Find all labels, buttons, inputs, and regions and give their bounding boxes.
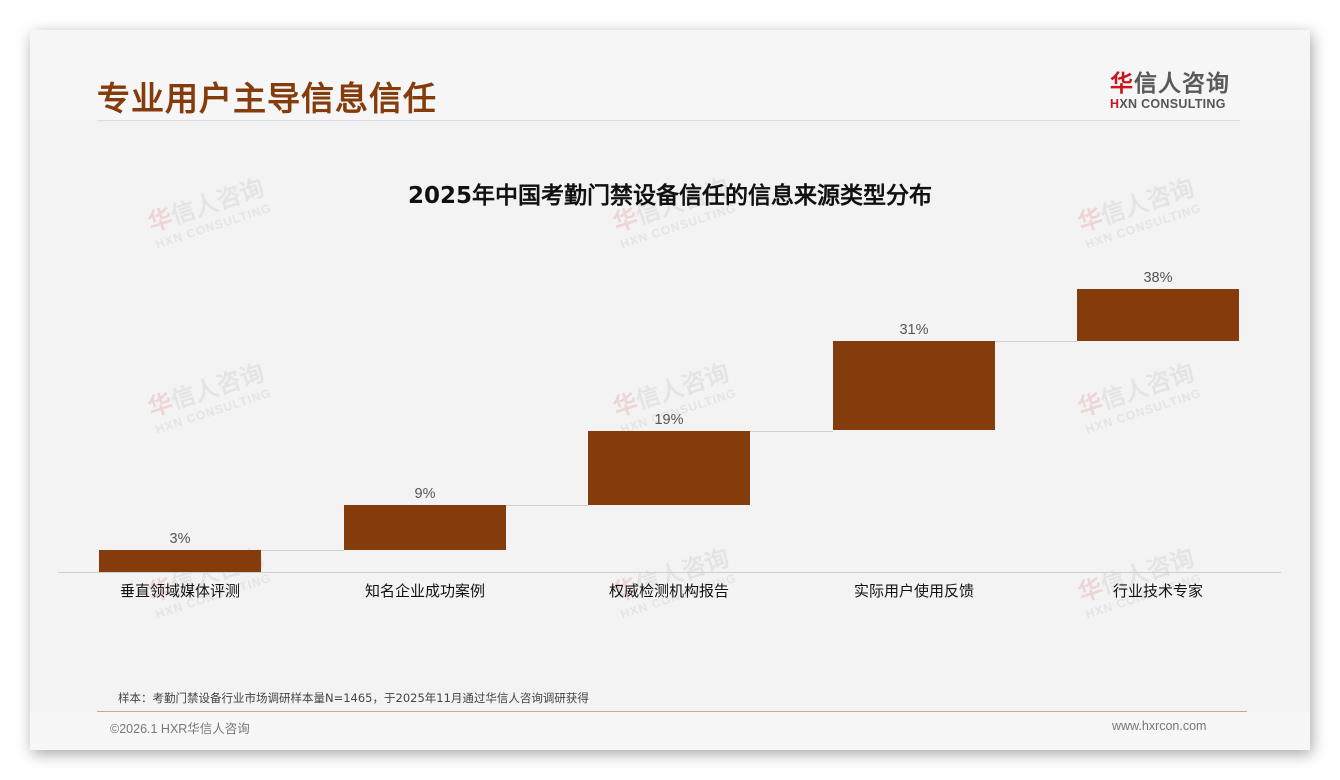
- bar-4: [833, 341, 995, 431]
- page-title: 专业用户主导信息信任: [97, 79, 437, 118]
- header-divider: [97, 120, 1240, 121]
- logo-cn: 华信人咨询: [1110, 64, 1240, 98]
- connector-line: [261, 549, 344, 551]
- connector-line: [750, 430, 833, 432]
- website-link[interactable]: www.hxrcon.com: [1112, 719, 1207, 733]
- connector-line: [995, 341, 1077, 343]
- footer-divider: [97, 711, 1247, 712]
- category-label: 实际用户使用反馈: [853, 582, 974, 600]
- sample-footnote: 样本：考勤门禁设备行业市场调研样本量N=1465，于2025年11月通过华信人咨…: [118, 691, 589, 705]
- logo-en-accent: H: [1110, 97, 1120, 111]
- category-label: 垂直领域媒体评测: [119, 582, 240, 600]
- copyright-text: ©2026.1 HXR华信人咨询: [110, 722, 250, 736]
- chart-title: 2025年中国考勤门禁设备信任的信息来源类型分布: [407, 183, 932, 209]
- footer-band: [30, 712, 1310, 750]
- header-band: [30, 30, 1310, 120]
- bar-5: [1077, 289, 1239, 342]
- connector-line: [506, 504, 588, 506]
- category-label: 知名企业成功案例: [364, 582, 485, 600]
- logo-cn-text: 信人咨询: [1134, 71, 1230, 97]
- bar-3: [588, 430, 750, 505]
- x-axis-line: [58, 572, 1281, 573]
- value-label: 38%: [1143, 270, 1173, 286]
- logo-accent-char: 华: [1110, 71, 1134, 97]
- value-label: 31%: [899, 322, 929, 339]
- category-label: 行业技术专家: [1112, 582, 1203, 600]
- category-label: 权威检测机构报告: [608, 582, 729, 600]
- bar-2: [344, 504, 506, 550]
- value-label: 19%: [654, 411, 684, 428]
- logo-en: HXN CONSULTING: [1110, 97, 1240, 111]
- value-label: 9%: [414, 485, 436, 502]
- company-logo: 华信人咨询 HXN CONSULTING: [1110, 64, 1240, 111]
- slide: 专业用户主导信息信任 华信人咨询 HXN CONSULTING 华信人咨询 HXN…: [30, 30, 1310, 750]
- bar-1: [99, 549, 261, 572]
- value-label: 3%: [169, 530, 191, 547]
- waterfall-chart: 3% 垂直领域媒体评测 9% 知名企业成功案例 19% 权威检测机构报告 31% 实际用户使用…: [30, 30, 1310, 750]
- logo-en-text: XN CONSULTING: [1119, 97, 1226, 111]
